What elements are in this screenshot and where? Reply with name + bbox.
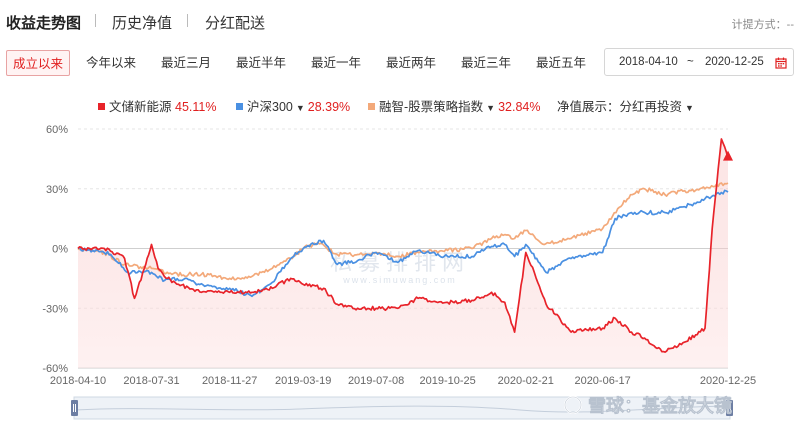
x-tick-label: 2020-06-17 (574, 375, 630, 387)
x-tick-label: 2019-10-25 (420, 375, 476, 387)
legend-return: 45.11% (175, 100, 217, 114)
range-3m[interactable]: 最近三月 (161, 56, 212, 70)
start-date[interactable]: 2018-04-10 (619, 56, 678, 68)
chart-legend: 文储新能源 45.11% 沪深300 ▼ 28.39% 融智-股票策略指数 ▼ 32.8… (0, 96, 800, 114)
date-separator: ~ (687, 56, 694, 68)
nav-display-selector[interactable]: 净值展示：分红再投资 ▼ (557, 96, 697, 115)
legend-name: 沪深300 (247, 100, 293, 114)
end-marker-icon (723, 150, 733, 161)
tab-return-trend[interactable]: 收益走势图 (6, 15, 82, 32)
range-2y[interactable]: 最近两年 (386, 56, 437, 70)
tab-bar: 收益走势图 历史净值 分红配送 计提方式：-- (0, 0, 800, 40)
range-1y[interactable]: 最近一年 (311, 56, 362, 70)
legend-item-fund[interactable]: 文储新能源 45.11% (98, 96, 216, 115)
y-tick-label: -60% (42, 363, 68, 375)
series-lines (77, 138, 729, 353)
x-tick-label: 2019-07-08 (348, 375, 404, 387)
tab-divider (95, 14, 96, 27)
legend-name: 文储新能源 (109, 100, 172, 114)
series-line (77, 138, 729, 353)
calendar-icon[interactable] (775, 57, 787, 69)
x-axis: 2018-04-10 2018-07-31 2018-11-27 2019-03-19… (50, 375, 756, 387)
range-selector: 成立以来 今年以来 最近三月 最近半年 最近一年 最近两年 最近三年 最近五年 (0, 50, 800, 76)
fund-area-fill (78, 139, 728, 368)
legend-item-strategy-index[interactable]: 融智-股票策略指数 ▼ 32.84% (368, 96, 541, 115)
calc-method-label: 计提方式：-- (731, 19, 794, 31)
tab-nav-history[interactable]: 历史净值 (112, 15, 173, 32)
y-tick-label: 30% (46, 184, 68, 196)
date-range-picker[interactable]: 2018-04-10 ~ 2020-12-25 (604, 48, 794, 76)
y-tick-label: 0% (52, 244, 68, 256)
chevron-down-icon[interactable]: ▼ (295, 103, 305, 113)
nav-display-label: 净值展示：分红再投资 (557, 100, 683, 114)
navigator-preview-line (74, 405, 730, 413)
end-date[interactable]: 2020-12-25 (705, 56, 764, 68)
x-tick-label: 2019-03-19 (275, 375, 331, 387)
navigator-left-handle[interactable] (71, 400, 78, 416)
legend-swatch (98, 103, 105, 110)
navigator-right-handle[interactable] (726, 400, 733, 416)
y-axis: 60% 30% 0% -30% -60% (42, 124, 68, 375)
range-ytd[interactable]: 今年以来 (86, 56, 137, 70)
y-tick-label: -30% (42, 303, 68, 315)
tab-divider (187, 14, 188, 27)
series-line (77, 182, 729, 281)
x-tick-label: 2020-02-21 (498, 375, 554, 387)
x-tick-label: 2018-11-27 (202, 375, 257, 387)
watermark-corner-text: 雪球：基金放大镜 (588, 395, 732, 416)
chevron-down-icon[interactable]: ▼ (486, 103, 496, 113)
watermark-url: www.simuwang.com (342, 275, 457, 285)
range-since-inception[interactable]: 成立以来 (6, 50, 71, 76)
chevron-down-icon[interactable]: ▼ (685, 103, 694, 113)
y-tick-label: 60% (46, 124, 68, 136)
tab-dividends[interactable]: 分红配送 (205, 15, 266, 32)
series-line (77, 189, 729, 298)
watermark-corner: 雪球：基金放大镜 (564, 395, 732, 416)
legend-swatch (368, 103, 375, 110)
legend-item-csi300[interactable]: 沪深300 ▼ 28.39% (236, 96, 350, 115)
legend-name: 融智-股票策略指数 (379, 100, 484, 114)
x-tick-label: 2020-12-25 (700, 375, 756, 387)
x-tick-label: 2018-04-10 (50, 375, 106, 387)
range-6m[interactable]: 最近半年 (236, 56, 287, 70)
legend-swatch (236, 103, 243, 110)
legend-return: 28.39% (307, 100, 351, 114)
range-5y[interactable]: 最近五年 (536, 56, 587, 70)
x-tick-label: 2018-07-31 (123, 375, 179, 387)
legend-return: 32.84% (498, 100, 541, 114)
range-3y[interactable]: 最近三年 (461, 56, 512, 70)
